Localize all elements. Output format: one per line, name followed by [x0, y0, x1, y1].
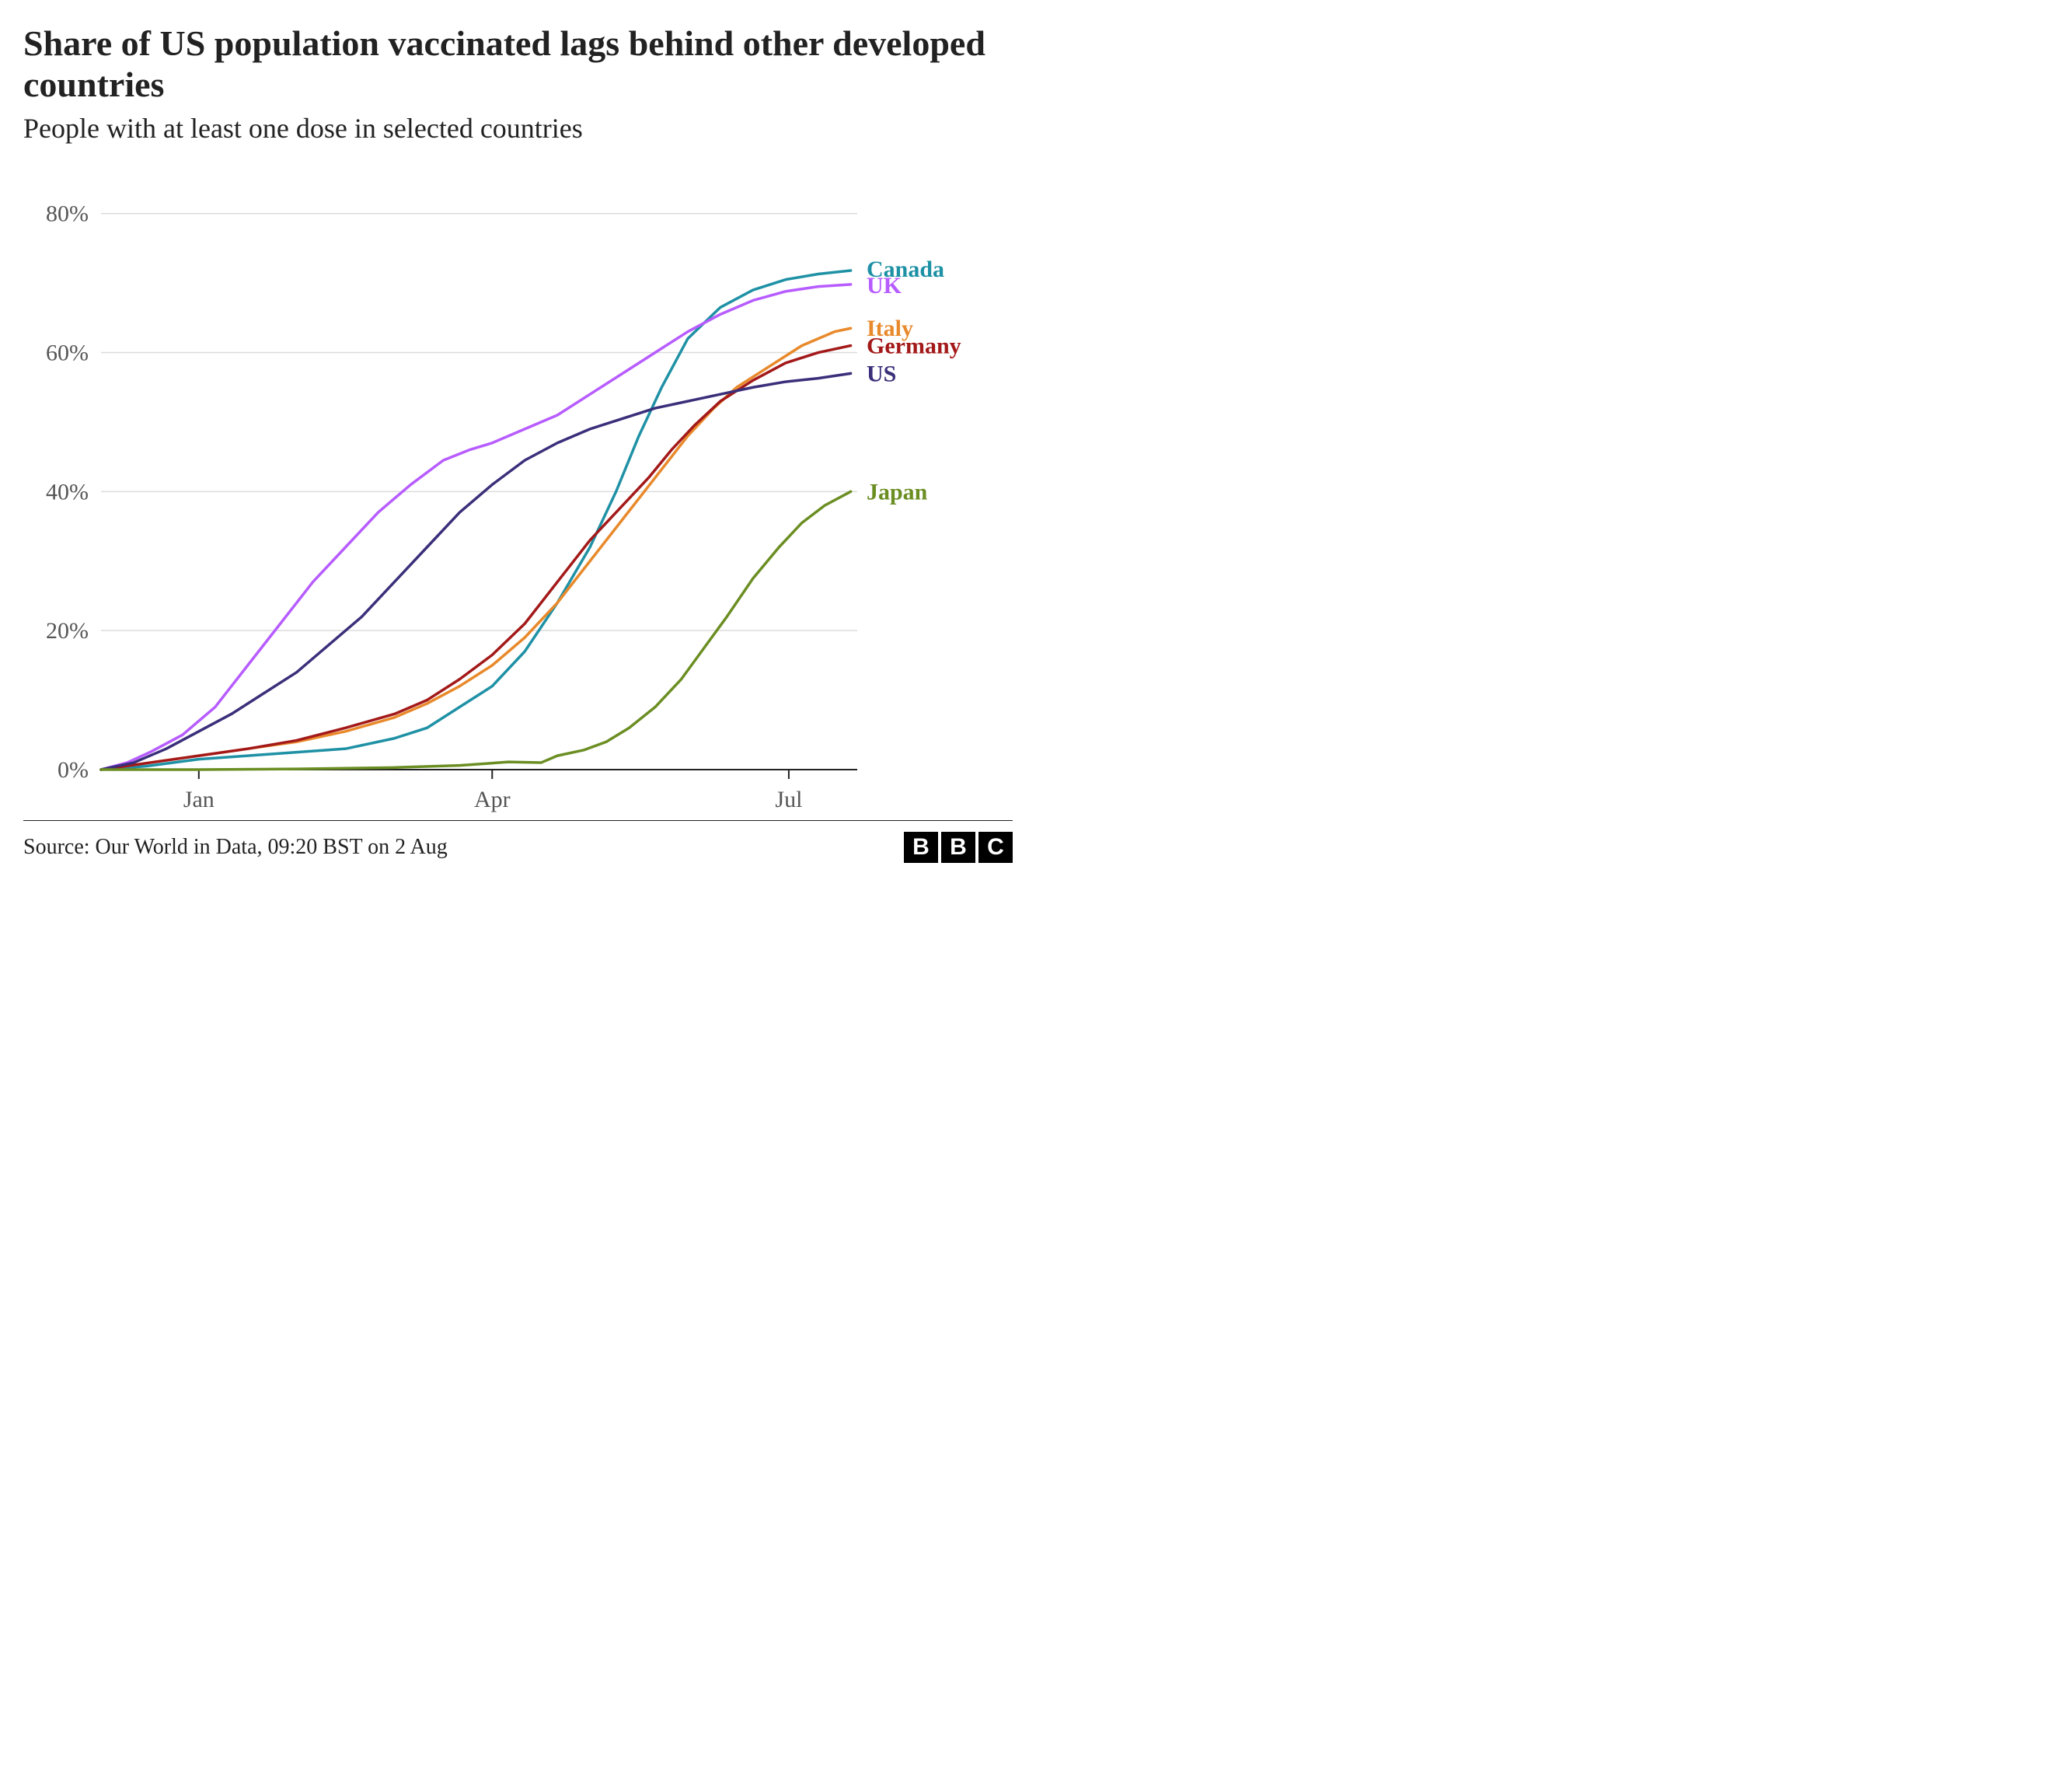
series-label-japan: Japan [867, 479, 928, 505]
bbc-logo-letter: C [978, 832, 1013, 863]
series-line-germany [101, 345, 851, 769]
chart-subtitle: People with at least one dose in selecte… [23, 112, 1013, 145]
bbc-logo-letter: B [941, 832, 975, 863]
series-line-canada [101, 271, 851, 770]
bbc-logo-letter: B [904, 832, 938, 863]
x-axis-tick-label: Apr [474, 787, 511, 812]
y-axis-tick-label: 20% [46, 618, 89, 644]
series-label-uk: UK [867, 273, 902, 299]
x-axis-tick-label: Jan [183, 787, 215, 812]
y-axis-tick-label: 80% [46, 201, 89, 226]
y-axis-tick-label: 60% [46, 340, 89, 365]
line-chart-svg: 0%20%40%60%80%JanAprJulCanadaUKItalyGerm… [23, 163, 1013, 816]
chart-container: Share of US population vaccinated lags b… [0, 0, 1036, 890]
chart-footer: Source: Our World in Data, 09:20 BST on … [23, 820, 1013, 863]
source-text: Source: Our World in Data, 09:20 BST on … [23, 835, 448, 860]
y-axis-tick-label: 40% [46, 479, 89, 505]
series-label-germany: Germany [867, 333, 961, 358]
chart-title: Share of US population vaccinated lags b… [23, 23, 1013, 106]
series-label-us: US [867, 361, 896, 386]
x-axis-tick-label: Jul [775, 787, 802, 812]
y-axis-tick-label: 0% [58, 757, 89, 783]
plot-area: 0%20%40%60%80%JanAprJulCanadaUKItalyGerm… [23, 163, 1013, 820]
bbc-logo: B B C [904, 832, 1013, 863]
series-line-italy [101, 328, 851, 770]
